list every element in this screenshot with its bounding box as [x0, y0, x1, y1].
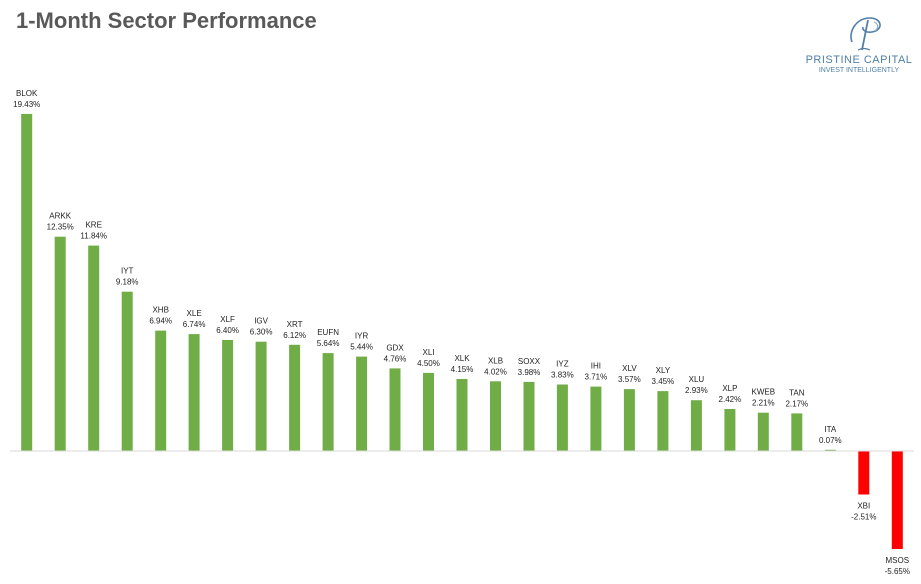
category-label-xly: XLY — [656, 366, 671, 375]
value-label-xlb: 4.02% — [484, 367, 507, 376]
value-label-xli: 4.50% — [417, 359, 440, 368]
category-label-eufn: EUFN — [317, 328, 339, 337]
category-label-xhb: XHB — [152, 306, 168, 315]
value-label-xlf: 6.40% — [216, 326, 239, 335]
bar-labels-group: BLOK 19.43% ARKK 12.35% KRE 11.84% IYT 9.18% XHB… — [13, 89, 910, 576]
category-label-iyz: IYZ — [556, 360, 569, 369]
value-label-iyr: 5.44% — [350, 343, 373, 352]
bars-group — [21, 113, 903, 549]
bar-tan — [791, 413, 803, 451]
bar-iyz — [556, 384, 568, 451]
category-label-iyr: IYR — [355, 332, 369, 341]
bar-arkk — [54, 236, 66, 451]
category-label-xli: XLI — [422, 348, 434, 357]
bar-msos — [891, 451, 903, 549]
category-label-ita: ITA — [824, 425, 837, 434]
category-label-xrt: XRT — [287, 320, 303, 329]
bar-xli — [423, 372, 434, 451]
pristine-capital-logo: PRISTINE CAPITAL INVEST INTELLIGENTLY — [800, 12, 918, 80]
value-label-xlk: 4.15% — [451, 365, 474, 374]
category-label-kre: KRE — [85, 221, 101, 230]
value-label-arkk: 12.35% — [47, 223, 74, 232]
value-label-tan: 2.17% — [785, 399, 808, 408]
value-label-igv: 6.30% — [250, 328, 273, 337]
bar-xlu — [690, 400, 702, 451]
chart-title: 1-Month Sector Performance — [16, 8, 317, 33]
value-label-gdx: 4.76% — [384, 354, 407, 363]
bar-eufn — [322, 353, 334, 451]
bar-iyt — [121, 291, 133, 451]
category-label-blok: BLOK — [16, 89, 38, 98]
bar-blok — [21, 113, 33, 452]
bar-kre — [88, 245, 100, 451]
bar-xlk — [456, 379, 468, 451]
value-label-blok: 19.43% — [13, 100, 40, 109]
value-label-msos: -5.65% — [885, 567, 910, 576]
value-label-xlp: 2.42% — [719, 395, 742, 404]
category-label-xlb: XLB — [488, 356, 503, 365]
category-label-kweb: KWEB — [752, 388, 776, 397]
category-label-arkk: ARKK — [49, 212, 71, 221]
logo-name: PRISTINE CAPITAL — [805, 54, 913, 66]
bar-xlv — [623, 389, 635, 451]
bar-ita — [824, 449, 836, 451]
bar-kweb — [757, 412, 769, 451]
value-label-xlu: 2.93% — [685, 386, 708, 395]
category-label-xbi: XBI — [857, 502, 870, 511]
value-label-iyt: 9.18% — [116, 278, 139, 287]
bar-xrt — [289, 344, 301, 451]
category-label-xlv: XLV — [622, 364, 637, 373]
value-label-xrt: 6.12% — [283, 331, 306, 340]
bar-igv — [255, 341, 267, 451]
value-label-xle: 6.74% — [183, 320, 206, 329]
category-label-soxx: SOXX — [518, 357, 541, 366]
bar-xlf — [222, 340, 234, 451]
category-label-ihi: IHI — [591, 362, 601, 371]
category-label-xlp: XLP — [722, 384, 737, 393]
bar-xlb — [490, 381, 501, 451]
bar-xhb — [155, 330, 167, 451]
category-label-gdx: GDX — [386, 343, 404, 352]
value-label-xlv: 3.57% — [618, 375, 641, 384]
bar-gdx — [389, 368, 401, 451]
value-label-soxx: 3.98% — [518, 368, 541, 377]
value-label-eufn: 5.64% — [317, 339, 340, 348]
logo-tagline: INVEST INTELLIGENTLY — [818, 67, 900, 74]
value-label-kweb: 2.21% — [752, 399, 775, 408]
bar-ihi — [590, 386, 602, 451]
value-label-kre: 11.84% — [80, 232, 107, 241]
category-label-xlu: XLU — [689, 375, 705, 384]
value-label-xhb: 6.94% — [149, 317, 172, 326]
value-label-xbi: -2.51% — [851, 513, 876, 522]
category-label-igv: IGV — [254, 317, 268, 326]
category-label-tan: TAN — [789, 388, 805, 397]
bar-xbi — [858, 451, 870, 495]
category-label-msos: MSOS — [886, 556, 910, 565]
bar-xly — [657, 391, 669, 451]
bar-iyr — [356, 356, 368, 451]
category-label-xle: XLE — [187, 309, 202, 318]
bar-xle — [188, 334, 200, 451]
category-label-xlf: XLF — [220, 315, 235, 324]
category-label-xlk: XLK — [454, 354, 470, 363]
category-label-iyt: IYT — [121, 267, 134, 276]
logo-p-monogram-icon — [850, 17, 881, 51]
value-label-ita: 0.07% — [819, 436, 842, 445]
bar-xlp — [724, 409, 736, 451]
value-label-iyz: 3.83% — [551, 371, 574, 380]
value-label-ihi: 3.71% — [585, 373, 608, 382]
bar-soxx — [523, 381, 535, 451]
value-label-xly: 3.45% — [652, 377, 675, 386]
